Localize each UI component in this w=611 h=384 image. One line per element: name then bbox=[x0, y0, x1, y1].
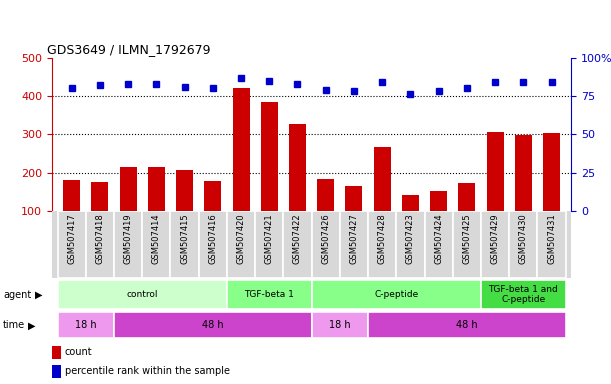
Bar bbox=[120, 167, 137, 211]
Text: GSM507427: GSM507427 bbox=[349, 213, 359, 264]
Text: 48 h: 48 h bbox=[202, 320, 224, 331]
Text: GSM507431: GSM507431 bbox=[547, 213, 556, 264]
Bar bbox=[148, 167, 165, 211]
Bar bbox=[227, 211, 255, 278]
Bar bbox=[345, 186, 362, 211]
Bar bbox=[481, 211, 509, 278]
Text: TGF-beta 1 and
C-peptide: TGF-beta 1 and C-peptide bbox=[488, 285, 558, 305]
Bar bbox=[397, 211, 425, 278]
Text: ▶: ▶ bbox=[35, 290, 43, 300]
Bar bbox=[458, 183, 475, 211]
Bar bbox=[312, 313, 368, 338]
Text: ▶: ▶ bbox=[27, 320, 35, 331]
Text: GSM507425: GSM507425 bbox=[463, 213, 471, 264]
Bar bbox=[317, 179, 334, 211]
Text: GSM507416: GSM507416 bbox=[208, 213, 218, 264]
Bar bbox=[57, 313, 114, 338]
Bar bbox=[515, 135, 532, 211]
Bar bbox=[368, 313, 566, 338]
Bar bbox=[312, 280, 481, 310]
Bar bbox=[284, 211, 312, 278]
Bar bbox=[543, 133, 560, 211]
Bar bbox=[176, 170, 193, 211]
Bar bbox=[63, 180, 80, 211]
Text: GSM507418: GSM507418 bbox=[95, 213, 104, 264]
Bar bbox=[486, 132, 503, 211]
Bar bbox=[227, 280, 312, 310]
Text: percentile rank within the sample: percentile rank within the sample bbox=[65, 366, 230, 376]
Text: C-peptide: C-peptide bbox=[374, 290, 419, 299]
Bar bbox=[204, 181, 221, 211]
Text: GSM507421: GSM507421 bbox=[265, 213, 274, 264]
Text: 18 h: 18 h bbox=[329, 320, 351, 331]
Bar bbox=[368, 211, 397, 278]
Bar bbox=[430, 191, 447, 211]
Text: time: time bbox=[3, 320, 25, 331]
Text: 18 h: 18 h bbox=[75, 320, 97, 331]
Bar bbox=[142, 211, 170, 278]
Bar bbox=[255, 211, 284, 278]
Bar bbox=[425, 211, 453, 278]
Text: count: count bbox=[65, 347, 92, 357]
Bar bbox=[289, 124, 306, 211]
Bar bbox=[52, 346, 61, 359]
Text: TGF-beta 1: TGF-beta 1 bbox=[244, 290, 295, 299]
Bar bbox=[340, 211, 368, 278]
Text: GSM507424: GSM507424 bbox=[434, 213, 443, 264]
Bar bbox=[57, 280, 227, 310]
Bar bbox=[52, 365, 61, 378]
Text: GSM507415: GSM507415 bbox=[180, 213, 189, 264]
Text: GSM507426: GSM507426 bbox=[321, 213, 330, 264]
Text: control: control bbox=[126, 290, 158, 299]
Text: 48 h: 48 h bbox=[456, 320, 478, 331]
Text: GSM507428: GSM507428 bbox=[378, 213, 387, 264]
Bar bbox=[261, 102, 278, 211]
Text: GSM507419: GSM507419 bbox=[123, 213, 133, 264]
Bar bbox=[170, 211, 199, 278]
Text: GSM507430: GSM507430 bbox=[519, 213, 528, 264]
Bar bbox=[509, 211, 538, 278]
Text: GSM507422: GSM507422 bbox=[293, 213, 302, 264]
Text: GDS3649 / ILMN_1792679: GDS3649 / ILMN_1792679 bbox=[47, 43, 210, 56]
Bar bbox=[114, 313, 312, 338]
Text: GSM507429: GSM507429 bbox=[491, 213, 500, 264]
Text: GSM507417: GSM507417 bbox=[67, 213, 76, 264]
Bar bbox=[57, 211, 86, 278]
Bar bbox=[114, 211, 142, 278]
Bar bbox=[312, 211, 340, 278]
Bar bbox=[374, 147, 390, 211]
Bar bbox=[538, 211, 566, 278]
Text: GSM507414: GSM507414 bbox=[152, 213, 161, 264]
Bar bbox=[453, 211, 481, 278]
Bar bbox=[402, 195, 419, 211]
Bar bbox=[199, 211, 227, 278]
Bar bbox=[92, 182, 108, 211]
Text: GSM507420: GSM507420 bbox=[236, 213, 246, 264]
Text: agent: agent bbox=[3, 290, 31, 300]
Bar bbox=[233, 88, 249, 211]
Bar bbox=[86, 211, 114, 278]
Text: GSM507423: GSM507423 bbox=[406, 213, 415, 264]
Bar bbox=[481, 280, 566, 310]
